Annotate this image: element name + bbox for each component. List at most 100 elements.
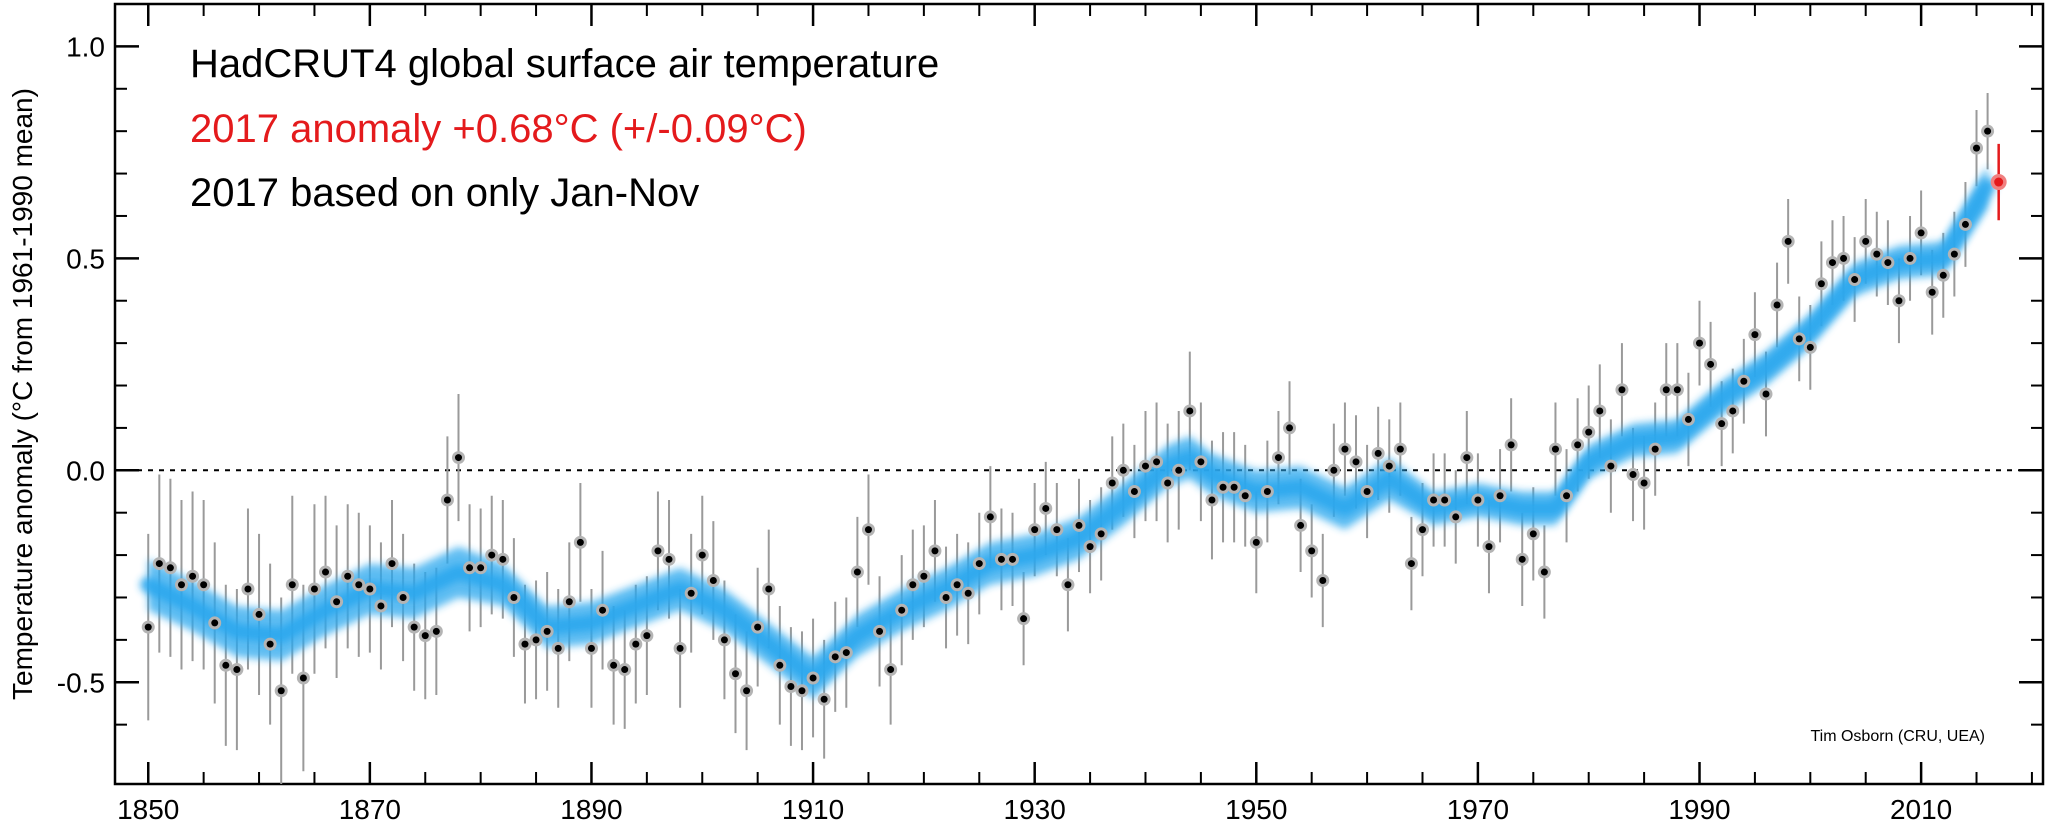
data-point — [1407, 560, 1415, 568]
data-point — [166, 564, 174, 572]
x-tick-label: 1990 — [1668, 794, 1730, 825]
data-point — [333, 598, 341, 606]
data-point — [200, 581, 208, 589]
data-point — [1718, 420, 1726, 428]
data-point — [1707, 360, 1715, 368]
data-point — [1363, 488, 1371, 495]
data-point — [1064, 581, 1072, 589]
data-point — [1740, 377, 1748, 385]
data-point — [997, 555, 1005, 563]
data-point — [698, 551, 706, 559]
data-point — [1396, 445, 1404, 453]
data-point — [1374, 449, 1382, 457]
data-point — [1673, 386, 1681, 394]
data-point — [898, 606, 906, 614]
data-point — [1086, 543, 1094, 551]
data-point — [743, 687, 751, 695]
data-point — [1840, 254, 1848, 262]
data-point — [1020, 615, 1028, 623]
data-point — [432, 627, 440, 635]
data-point — [310, 585, 318, 593]
data-point — [853, 568, 861, 576]
data-point — [1297, 521, 1305, 529]
data-point — [1330, 466, 1338, 474]
data-point — [1928, 288, 1936, 296]
data-point — [355, 581, 363, 589]
data-point — [1252, 538, 1260, 546]
data-point — [1729, 407, 1737, 415]
annotation-note: 2017 based on only Jan-Nov — [190, 171, 699, 215]
x-tick-label: 2010 — [1890, 794, 1952, 825]
smooth-line — [140, 178, 1996, 687]
data-point — [1042, 504, 1050, 512]
data-point — [1175, 466, 1183, 474]
data-point — [931, 547, 939, 555]
data-point — [1130, 488, 1138, 495]
data-point — [244, 585, 252, 593]
data-point — [676, 644, 684, 652]
data-point — [1186, 407, 1194, 415]
data-point — [1629, 471, 1637, 479]
data-point — [554, 644, 562, 652]
data-point — [322, 568, 330, 576]
smooth-uncertainty-band — [148, 165, 1988, 700]
data-point — [1119, 466, 1127, 474]
data-point — [975, 560, 983, 568]
data-point — [1031, 526, 1039, 534]
data-point — [621, 666, 629, 674]
y-axis: 1.0 0.5 0.0 -0.5 — [57, 31, 2043, 726]
data-point — [1563, 492, 1571, 500]
data-point — [687, 589, 695, 597]
x-tick-label: 1850 — [117, 794, 179, 825]
y-axis-label: Temperature anomaly (°C from 1961-1990 m… — [7, 88, 38, 700]
credit-text: Tim Osborn (CRU, UEA) — [1810, 728, 1985, 745]
data-point — [610, 661, 618, 669]
data-point — [654, 547, 662, 555]
smooth-band — [140, 165, 1996, 700]
data-point — [732, 670, 740, 678]
data-point — [1308, 547, 1316, 555]
data-point — [1507, 441, 1515, 449]
data-point — [454, 454, 462, 462]
data-point — [964, 589, 972, 597]
data-point — [587, 644, 595, 652]
data-point — [665, 555, 673, 563]
data-point — [1784, 237, 1792, 245]
data-point — [1153, 458, 1161, 466]
data-point — [942, 593, 950, 601]
data-point — [488, 551, 496, 559]
data-point — [233, 666, 241, 674]
data-point — [864, 526, 872, 534]
data-point — [521, 640, 529, 648]
data-point — [1873, 250, 1881, 258]
data-point — [842, 649, 850, 657]
x-tick-label: 1970 — [1447, 794, 1509, 825]
data-point — [1696, 339, 1704, 347]
x-tick-label: 1910 — [782, 794, 844, 825]
data-point — [1009, 555, 1017, 563]
data-point — [1817, 280, 1825, 288]
data-point — [776, 661, 784, 669]
data-point — [599, 606, 607, 614]
data-point — [1939, 271, 1947, 279]
data-point — [366, 585, 374, 593]
data-point — [909, 581, 917, 589]
data-point — [1108, 479, 1116, 487]
data-point — [1773, 301, 1781, 309]
data-point — [820, 695, 828, 703]
data-point — [1851, 276, 1859, 284]
data-point — [765, 585, 773, 593]
data-point — [1474, 496, 1482, 504]
annotation-anomaly: 2017 anomaly +0.68°C (+/-0.09°C) — [190, 107, 807, 151]
data-point — [277, 687, 285, 695]
data-point — [876, 627, 884, 635]
data-point — [1751, 331, 1759, 339]
data-point — [477, 564, 485, 572]
data-point — [1352, 458, 1360, 466]
data-point — [1241, 492, 1249, 500]
data-point — [1828, 259, 1836, 267]
data-point — [809, 674, 817, 682]
data-point — [1230, 483, 1238, 491]
data-point — [288, 581, 296, 589]
data-point — [754, 623, 762, 631]
